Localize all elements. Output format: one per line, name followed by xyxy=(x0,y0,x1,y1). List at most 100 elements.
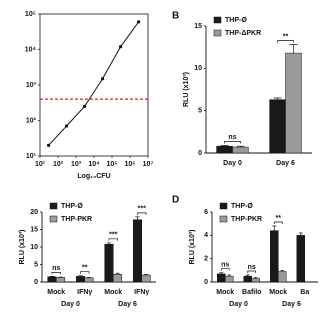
panel-letter: D xyxy=(172,195,179,206)
data-point xyxy=(64,124,69,128)
legend-swatch xyxy=(49,202,58,210)
y-axis-label: RLU (x10³) xyxy=(183,72,190,107)
y-tick-label: 10 xyxy=(30,244,38,251)
x-tick-label: Mock xyxy=(104,289,122,296)
panel-letter: B xyxy=(172,11,179,22)
bar xyxy=(296,235,305,283)
group-label: Day 0 xyxy=(61,301,80,308)
legend-label: THP-PKR xyxy=(231,216,262,223)
data-point xyxy=(136,20,141,24)
bar xyxy=(113,274,123,283)
bar xyxy=(269,99,286,154)
x-tick-label: 10⁷ xyxy=(143,161,154,168)
significance-bracket xyxy=(108,238,118,241)
significance-bracket xyxy=(220,268,230,271)
x-tick-label: Bafilo xyxy=(242,289,261,296)
legend-swatch xyxy=(213,29,222,37)
bar xyxy=(141,274,151,283)
bar xyxy=(84,277,94,283)
significance-bracket xyxy=(247,270,257,273)
significance-label: ns xyxy=(228,134,236,141)
legend-label: THP-Ø xyxy=(61,203,83,210)
y-tick-label: 2 xyxy=(204,256,208,263)
y-tick-label: 0 xyxy=(204,279,208,286)
error-bar xyxy=(289,44,298,54)
x-tick-label: 10² xyxy=(53,161,64,168)
error-bar xyxy=(143,273,149,275)
error-bar xyxy=(135,216,140,220)
significance-bracket xyxy=(80,271,90,274)
significance-label: ** xyxy=(276,215,282,222)
y-tick-label: 0 xyxy=(198,150,202,157)
error-bar xyxy=(78,275,83,277)
legend-label: THP-Ø xyxy=(231,203,253,210)
y-tick-label: 10⁵ xyxy=(25,11,36,18)
significance-bracket xyxy=(51,272,61,275)
error-bar xyxy=(236,145,245,148)
group-label: Day 6 xyxy=(118,301,137,308)
x-tick-label: 10¹ xyxy=(35,161,46,168)
y-tick-label: 10¹ xyxy=(26,153,37,160)
significance-bracket xyxy=(224,141,241,144)
bar xyxy=(132,219,142,283)
bar xyxy=(243,275,253,283)
significance-label: ** xyxy=(283,33,289,40)
error-bar xyxy=(115,272,120,275)
bar xyxy=(251,278,260,283)
bar xyxy=(216,145,233,154)
x-tick-label: IFNγ xyxy=(134,289,149,296)
x-tick-label: Mock xyxy=(216,289,234,296)
significance-label: ** xyxy=(82,265,88,272)
error-bar xyxy=(253,276,258,279)
x-tick-label: 10⁴ xyxy=(88,161,100,168)
legend-label: THP-PKR xyxy=(61,216,92,223)
legend-swatch xyxy=(219,202,228,210)
legend-swatch xyxy=(219,215,228,223)
x-tick-label: Day 0 xyxy=(223,160,242,167)
bar xyxy=(285,52,302,154)
data-point xyxy=(46,143,51,147)
error-bar xyxy=(106,242,112,245)
bar xyxy=(225,275,234,283)
significance-label: *** xyxy=(109,232,117,239)
error-bar xyxy=(280,269,285,272)
error-bar xyxy=(273,97,282,100)
y-tick-label: 10⁴ xyxy=(25,46,37,53)
y-tick-label: 15 xyxy=(30,226,38,233)
y-tick-label: 20 xyxy=(30,209,38,216)
significance-label: ns xyxy=(221,262,229,269)
y-axis-label: RLU (x10³) xyxy=(189,229,196,264)
bar xyxy=(47,276,57,283)
bar xyxy=(270,230,279,283)
error-bar xyxy=(219,272,224,274)
x-tick-label: IFNγ xyxy=(77,289,92,296)
plot-frame xyxy=(39,13,149,157)
error-bar xyxy=(272,225,277,231)
significance-label: ns xyxy=(52,265,60,272)
x-tick-label: 10⁶ xyxy=(124,161,135,168)
x-tick-label: Mock xyxy=(269,289,287,296)
data-point xyxy=(82,104,87,108)
y-axis-label: RLU (x10³) xyxy=(19,229,26,264)
x-tick-label: 10⁵ xyxy=(106,161,117,168)
x-tick-label: Day 6 xyxy=(276,160,295,167)
error-bar xyxy=(298,232,303,236)
data-point xyxy=(118,45,123,49)
significance-label: *** xyxy=(138,206,146,213)
legend-label: THP-ΔPKR xyxy=(225,30,261,37)
significance-bracket xyxy=(137,212,147,215)
y-tick-label: 10² xyxy=(26,117,37,124)
bar xyxy=(232,146,249,154)
y-tick-label: 0 xyxy=(34,279,38,286)
data-point xyxy=(100,77,105,81)
x-axis-label: Log₁₀CFU xyxy=(77,173,110,180)
bar xyxy=(75,276,85,283)
y-tick-label: 5 xyxy=(198,108,202,115)
group-label: Day 6 xyxy=(282,301,301,308)
y-tick-label: 5 xyxy=(34,261,38,268)
error-bar xyxy=(227,274,232,277)
bar xyxy=(104,243,114,283)
data-line xyxy=(48,21,139,146)
